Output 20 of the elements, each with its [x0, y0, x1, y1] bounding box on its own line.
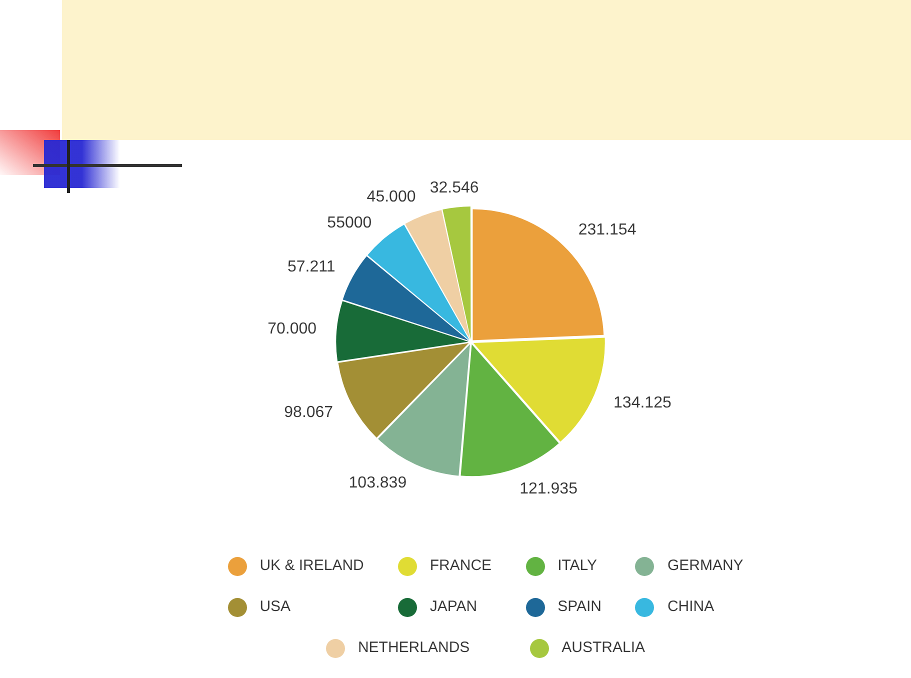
legend-label: FRANCE	[430, 556, 492, 576]
data-label: 55000	[326, 214, 372, 232]
data-label: 121.935	[519, 480, 578, 498]
data-label: 32.546	[429, 179, 478, 196]
legend-label: NETHERLANDS	[358, 638, 470, 658]
data-label: 45.000	[366, 188, 416, 206]
legend-label: JAPAN	[430, 597, 478, 617]
legend-label: SPAIN	[558, 597, 602, 617]
legend-label: ITALY	[558, 556, 598, 576]
data-label: 103.839	[348, 474, 406, 492]
data-label: 57.211	[287, 258, 335, 276]
data-label: 98.067	[284, 404, 333, 422]
legend-label: AUSTRALIA	[562, 638, 646, 658]
data-label: 134.125	[613, 394, 671, 412]
data-label: 231.154	[578, 222, 636, 239]
data-label: 70.000	[267, 320, 316, 338]
legend-label: GERMANY	[667, 556, 744, 576]
legend-label: UK & IRELAND	[260, 556, 364, 576]
legend-label: USA	[260, 597, 291, 617]
legend-label: CHINA	[667, 597, 714, 617]
